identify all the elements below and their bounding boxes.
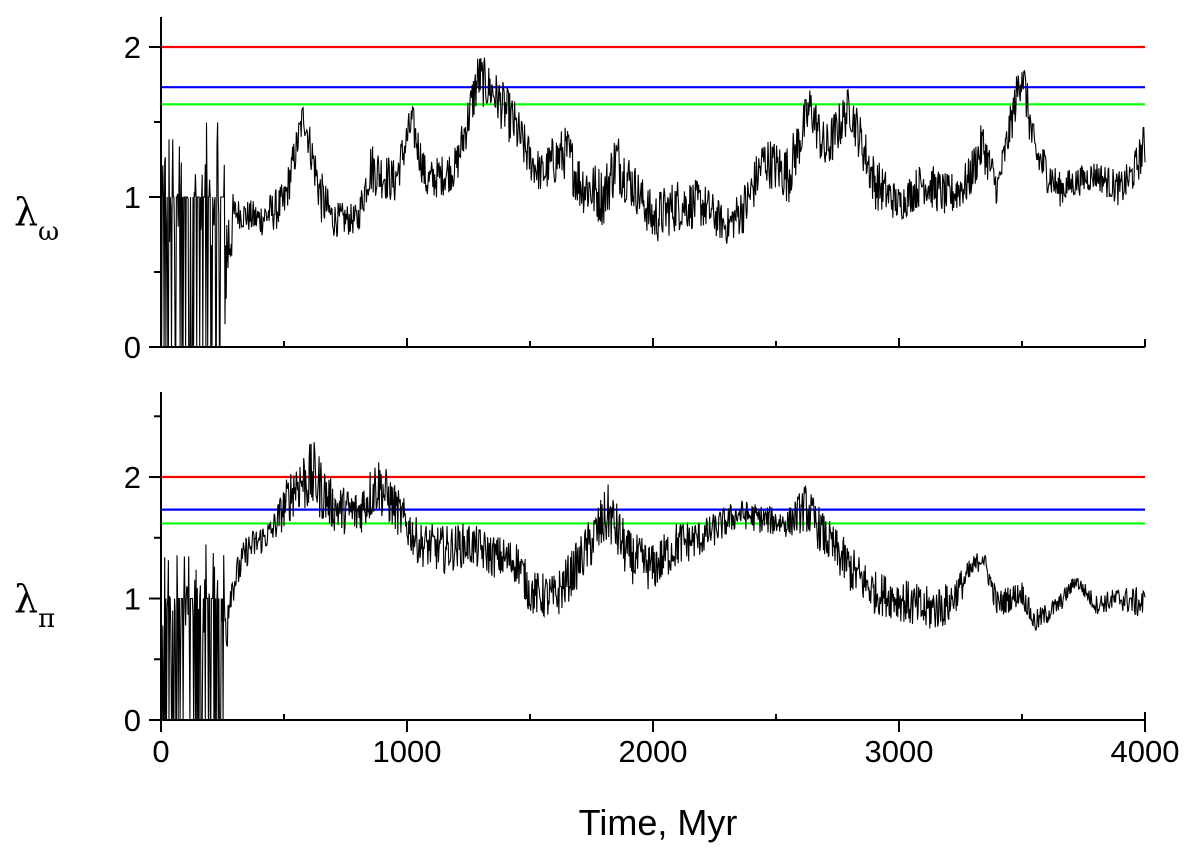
y-tick-label: 2 (124, 30, 141, 65)
top-ylabel-symbol: λ (14, 190, 38, 234)
bottom-ylabel-subscript: π (38, 604, 55, 634)
x-axis-title: Time, Myr (579, 802, 738, 843)
y-tick-label: 1 (124, 582, 141, 617)
x-tick-label: 1000 (373, 734, 442, 769)
y-tick-label: 2 (124, 460, 141, 495)
series-line (160, 442, 1146, 721)
y-tick-label: 0 (124, 330, 141, 365)
y-tick-label: 0 (124, 703, 141, 738)
x-tick-label: 2000 (619, 734, 688, 769)
y-tick-label: 1 (124, 180, 141, 215)
bottom-ylabel-symbol: λ (14, 577, 38, 621)
x-tick-label: 0 (152, 734, 169, 769)
x-tick-label: 3000 (865, 734, 934, 769)
x-tick-label: 4000 (1111, 734, 1180, 769)
top-ylabel-subscript: ω (38, 217, 59, 247)
bottom-panel: 0 1 2 0 1000 2000 3000 4000 λ π (14, 392, 1179, 769)
series-line (160, 57, 1146, 348)
top-panel: 0 1 2 λ ω (14, 17, 1146, 365)
